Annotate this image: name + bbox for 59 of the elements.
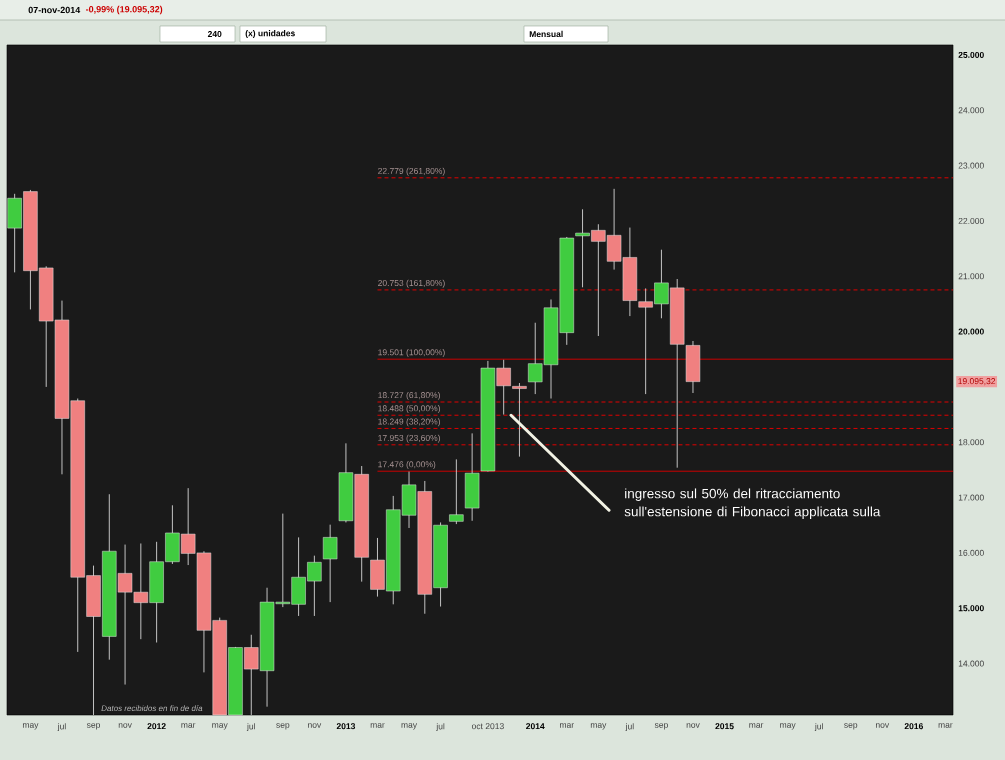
x-tick-label: 2012 — [147, 723, 166, 730]
y-tick-label: 23.000 — [958, 162, 984, 169]
text: 240 — [207, 30, 222, 37]
x-tick-label: may — [401, 723, 418, 730]
x-tick-label: jul — [246, 723, 255, 732]
y-tick-label: 15.000 — [958, 605, 984, 612]
x-tick-label: jul — [57, 723, 66, 732]
annotation: Datos recibidos en fin de día — [101, 705, 203, 712]
x-tick-label: may — [22, 723, 39, 730]
candlestick — [322, 524, 338, 603]
y-tick-label: 14.000 — [958, 660, 984, 667]
x-tick-label: mar — [560, 723, 574, 728]
x-tick-label: nov — [875, 723, 890, 728]
x-tick-label: sep — [276, 723, 290, 730]
y-tick-label: 25.000 — [958, 51, 984, 58]
x-tick-label: mar — [370, 723, 385, 728]
series-label: 18.727 (61,80%) — [378, 391, 440, 400]
y-tick-label: 22.000 — [958, 217, 984, 224]
x-tick-label: 2015 — [715, 723, 734, 730]
y-tick-label: 17.000 — [958, 494, 984, 501]
candlestick — [512, 382, 527, 458]
y-tick-label: 21.000 — [958, 273, 984, 280]
x-tick-label: jul — [814, 723, 823, 732]
series-label: 22.779 (261,80%) — [378, 167, 445, 176]
series-label: 19.501 (100,00%) — [378, 349, 445, 357]
chart-subtitle: -0,99% (19.095,32) — [85, 5, 163, 15]
x-tick-label: nov — [118, 723, 132, 728]
text: Mensual — [529, 30, 563, 38]
y-tick-label: 16.000 — [958, 549, 984, 556]
x-tick-label: sep — [86, 723, 101, 730]
candlestick — [449, 458, 464, 525]
x-tick-label: 2016 — [904, 723, 923, 730]
y-tick-label: 20.000 — [958, 328, 984, 335]
series-label: 18.249 (38,20%) — [378, 418, 440, 427]
y-tick-label: 24.000 — [958, 107, 984, 114]
annotation: ingresso sul 50% del ritracciamento sull'estensione di Fibonacci applicata sulla — [624, 488, 881, 520]
x-tick-label: 2014 — [526, 723, 545, 730]
text: (x) unidades — [245, 30, 295, 38]
chart-title: 07-nov-2014 — [28, 6, 81, 14]
x-tick-label: mar — [181, 723, 196, 728]
series-label: 17.953 (23,60%) — [378, 434, 440, 443]
series-label: 18.488 (50,00%) — [378, 405, 440, 414]
x-tick-label: sep — [844, 723, 858, 730]
series-label: 20.753 (161,80%) — [378, 279, 445, 288]
text: 19.095,32 — [958, 378, 996, 386]
x-tick-label: nov — [308, 723, 322, 728]
x-tick-label: jul — [436, 723, 445, 732]
x-tick-label: mar — [938, 723, 953, 728]
x-tick-label: may — [780, 723, 796, 730]
x-tick-label: jul — [625, 723, 634, 732]
x-tick-label: may — [212, 723, 228, 730]
y-tick-label: 18.000 — [958, 439, 984, 446]
series-label: 17.476 (0,00%) — [378, 461, 436, 470]
x-tick-label: may — [590, 723, 607, 730]
x-tick-label: 2013 — [336, 723, 356, 730]
x-tick-label: nov — [686, 723, 700, 728]
x-tick-label: mar — [749, 723, 764, 728]
x-tick-label: oct 2013 — [471, 723, 504, 730]
x-tick-label: sep — [654, 723, 668, 730]
